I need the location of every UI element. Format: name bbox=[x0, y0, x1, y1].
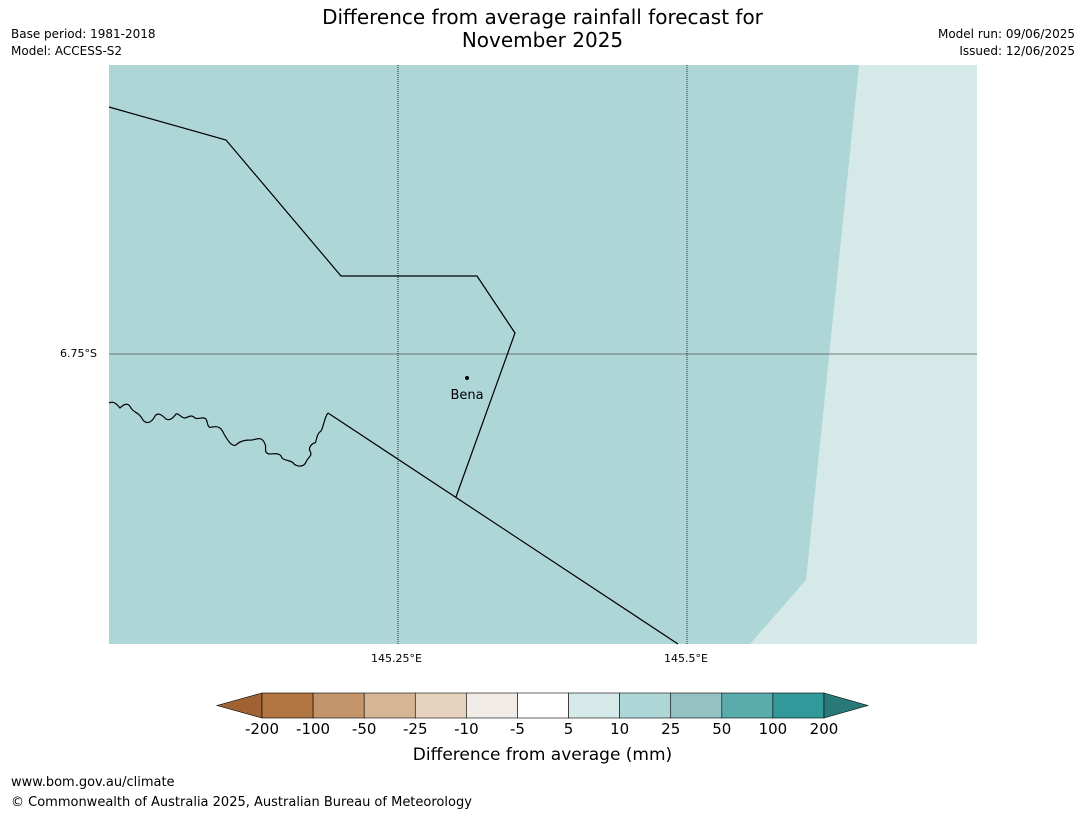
coastline bbox=[108, 401, 329, 467]
east-region-fill bbox=[750, 65, 977, 644]
colorbar-segment bbox=[414, 692, 467, 719]
colorbar-segment bbox=[721, 692, 774, 719]
issued-text: Issued: 12/06/2025 bbox=[959, 44, 1075, 58]
rainfall-map bbox=[108, 65, 977, 645]
colorbar-tick-label: 10 bbox=[610, 720, 630, 738]
colorbar-segment bbox=[772, 692, 825, 719]
bena-marker bbox=[465, 376, 469, 380]
colorbar-extend-low bbox=[215, 692, 263, 719]
colorbar-extend-high bbox=[823, 692, 870, 719]
colorbar-tick-label: -200 bbox=[244, 720, 280, 738]
colorbar-label: Difference from average (mm) bbox=[412, 745, 673, 765]
province-boundary bbox=[327, 412, 679, 645]
model-text: Model: ACCESS-S2 bbox=[11, 44, 123, 58]
page-title: Difference from average rainfall forecas… bbox=[0, 6, 1085, 52]
colorbar-tick-label: 25 bbox=[661, 720, 681, 738]
footer-url: www.bom.gov.au/climate bbox=[11, 775, 175, 790]
colorbar-tick-label: 200 bbox=[809, 720, 839, 738]
title-line-2: November 2025 bbox=[461, 28, 624, 52]
colorbar-tick-label: -5 bbox=[509, 720, 525, 738]
longitude-label-145-5: 145.5°E bbox=[664, 652, 708, 665]
colorbar-segment bbox=[670, 692, 723, 719]
header-right: Model run: 09/06/2025 Issued: 12/06/2025 bbox=[938, 26, 1075, 60]
colorbar-tick-label: 50 bbox=[712, 720, 732, 738]
colorbar-tick-label: -25 bbox=[403, 720, 428, 738]
colorbar-segment bbox=[619, 692, 672, 719]
colorbar bbox=[215, 692, 870, 719]
colorbar-tick-label: 5 bbox=[563, 720, 574, 738]
header-left: Base period: 1981-2018 Model: ACCESS-S2 bbox=[11, 26, 156, 60]
colorbar-tick-label: -10 bbox=[454, 720, 479, 738]
footer-copyright: © Commonwealth of Australia 2025, Austra… bbox=[11, 795, 472, 810]
colorbar-tick-label: 100 bbox=[758, 720, 788, 738]
province-boundary bbox=[108, 106, 516, 498]
colorbar-segment bbox=[312, 692, 365, 719]
colorbar-tick-label: -50 bbox=[351, 720, 377, 738]
latitude-label: 6.75°S bbox=[60, 347, 97, 360]
longitude-label-145-25: 145.25°E bbox=[371, 652, 422, 665]
colorbar-segment bbox=[568, 692, 620, 719]
colorbar-segment bbox=[363, 692, 416, 719]
place-label-bena: Bena bbox=[450, 388, 484, 403]
base-period-text: Base period: 1981-2018 bbox=[11, 27, 156, 41]
colorbar-segment bbox=[261, 692, 314, 719]
model-run-text: Model run: 09/06/2025 bbox=[937, 27, 1075, 41]
colorbar-segment bbox=[466, 692, 518, 719]
colorbar-tick-label: -100 bbox=[296, 720, 331, 738]
colorbar-segment bbox=[517, 692, 569, 719]
title-line-1: Difference from average rainfall forecas… bbox=[322, 5, 763, 29]
